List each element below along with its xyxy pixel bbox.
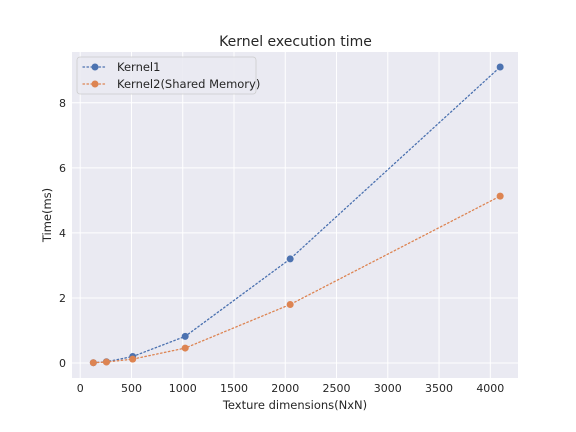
data-point [181,332,189,340]
y-tick-label: 4 [59,227,66,240]
chart-title: Kernel execution time [219,34,372,50]
x-tick-label: 3500 [425,382,453,395]
y-axis-label: Time(ms) [40,188,54,243]
y-tick-label: 0 [59,357,66,370]
x-tick-label: 500 [121,382,142,395]
data-point [496,192,504,200]
series-layer [89,63,504,367]
data-point [496,63,504,71]
legend-box [76,56,257,95]
legend-label: Kernel1 [117,60,160,74]
x-axis-ticks: 0 500 1000 1500 2000 2500 3000 3500 4000 [77,382,505,395]
grid-lines [72,52,518,378]
data-point [286,255,294,263]
legend-item: Kernel1 [82,60,160,74]
legend: Kernel1 Kernel2(Shared Memory) [76,56,260,95]
y-axis-ticks: 0 2 4 6 8 [59,97,66,370]
x-tick-label: 1500 [220,382,248,395]
y-tick-label: 6 [59,162,66,175]
series-1 [89,192,504,367]
legend-item: Kernel2(Shared Memory) [82,77,260,91]
x-tick-label: 1000 [169,382,197,395]
data-point [181,344,189,352]
y-tick-label: 2 [59,292,66,305]
data-point [89,359,97,367]
legend-marker-icon [91,63,99,71]
x-tick-label: 4000 [476,382,504,395]
y-tick-label: 8 [59,97,66,110]
data-point [129,355,137,363]
plot-area [72,52,518,378]
x-tick-label: 2500 [323,382,351,395]
series-line [92,66,501,364]
data-point [286,300,294,308]
x-tick-label: 0 [77,382,84,395]
data-point [102,358,110,366]
x-axis-label: Texture dimensions(NxN) [222,398,367,412]
legend-marker-icon [91,80,99,88]
x-tick-label: 2000 [271,382,299,395]
legend-label: Kernel2(Shared Memory) [117,77,260,91]
x-tick-label: 3000 [374,382,402,395]
